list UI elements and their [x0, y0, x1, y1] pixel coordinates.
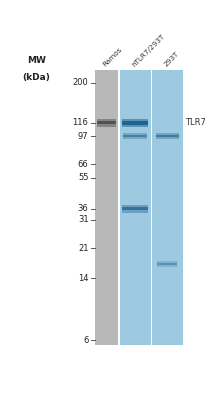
Text: 200: 200	[72, 78, 88, 88]
Bar	[156, 261, 177, 267]
Bar	[96, 122, 115, 124]
Bar	[96, 119, 115, 127]
Bar	[155, 135, 178, 137]
Bar	[122, 121, 147, 125]
Bar	[122, 207, 147, 210]
Text: 66: 66	[77, 160, 88, 169]
Text: 116: 116	[72, 118, 88, 128]
Text: TLR7: TLR7	[185, 118, 205, 128]
Bar	[155, 133, 178, 139]
Bar	[150, 70, 151, 345]
Text: MW: MW	[27, 56, 46, 65]
Text: 55: 55	[78, 173, 88, 182]
Text: hTLR7/293T: hTLR7/293T	[130, 33, 165, 68]
Text: 97: 97	[77, 132, 88, 140]
Text: 6: 6	[83, 336, 88, 345]
Text: (kDa): (kDa)	[22, 73, 50, 82]
Text: 293T: 293T	[162, 51, 179, 68]
Text: 14: 14	[78, 274, 88, 283]
Text: 36: 36	[77, 204, 88, 213]
Bar	[123, 135, 146, 137]
Text: 21: 21	[78, 244, 88, 253]
Text: Ramos: Ramos	[102, 46, 123, 68]
Bar	[156, 263, 177, 265]
Text: 31: 31	[77, 215, 88, 224]
Bar	[123, 133, 146, 139]
Bar	[117, 70, 119, 345]
Bar	[122, 119, 147, 127]
Bar	[122, 205, 147, 212]
